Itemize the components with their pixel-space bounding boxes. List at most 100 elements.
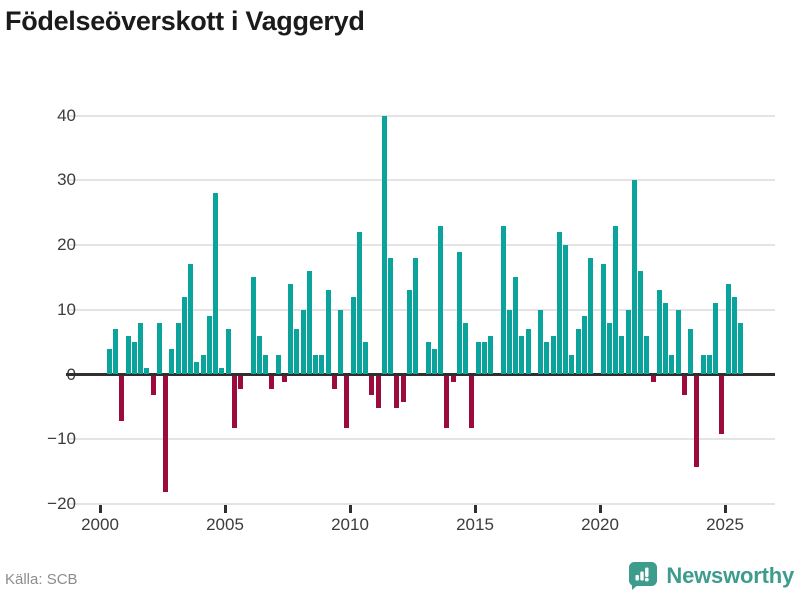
gridline-y-30 xyxy=(68,179,775,182)
bar xyxy=(650,376,656,383)
bar xyxy=(238,376,244,389)
x-axis-tick-label: 2025 xyxy=(706,515,744,534)
bar xyxy=(569,355,575,375)
bar xyxy=(306,270,312,375)
bar xyxy=(513,277,519,375)
newsworthy-speech-bubble-barchart-icon xyxy=(629,562,658,590)
bar xyxy=(463,322,469,375)
bar xyxy=(575,329,581,375)
x-axis-tick-mark xyxy=(348,505,352,513)
bar xyxy=(206,316,212,375)
bar xyxy=(588,258,594,375)
bar xyxy=(681,376,687,396)
bar xyxy=(556,232,562,375)
bar xyxy=(369,376,375,396)
bar xyxy=(313,355,319,375)
bar xyxy=(731,296,737,375)
bar xyxy=(606,322,612,375)
bar xyxy=(131,342,137,375)
bar xyxy=(256,335,262,375)
bar xyxy=(188,264,194,375)
bar xyxy=(425,342,431,375)
bar xyxy=(156,322,162,375)
bar xyxy=(388,258,394,375)
bar xyxy=(338,309,344,375)
bar xyxy=(638,270,644,375)
bar xyxy=(600,264,606,375)
bar xyxy=(669,355,675,375)
bar xyxy=(250,277,256,375)
bar xyxy=(613,225,619,375)
bar xyxy=(288,283,294,375)
bar xyxy=(488,335,494,375)
bar xyxy=(225,329,231,375)
bar xyxy=(688,329,694,375)
bar xyxy=(331,376,337,389)
y-axis-tick-label: 0 xyxy=(0,365,76,385)
bar xyxy=(675,309,681,375)
bar xyxy=(738,322,744,375)
y-axis-tick-label: 10 xyxy=(57,299,76,319)
bar xyxy=(394,376,400,409)
bar xyxy=(694,376,700,467)
bar xyxy=(269,376,275,389)
x-axis-tick-mark xyxy=(473,505,477,513)
bar xyxy=(544,342,550,375)
newsworthy-wordmark: Newsworthy xyxy=(666,563,794,588)
bar xyxy=(294,329,300,375)
x-axis-tick-label: 2000 xyxy=(81,515,119,534)
bar xyxy=(538,309,544,375)
bar xyxy=(725,283,731,375)
gridline-y-−10 xyxy=(68,438,775,441)
bar xyxy=(500,225,506,375)
bar xyxy=(475,342,481,375)
x-axis-tick-label: 2005 xyxy=(206,515,244,534)
bar xyxy=(163,376,169,493)
bar xyxy=(663,303,669,375)
bar xyxy=(525,329,531,375)
bar xyxy=(275,355,281,375)
bar xyxy=(444,376,450,428)
bar xyxy=(625,309,631,375)
zero-axis-line xyxy=(66,373,775,376)
bar xyxy=(563,245,569,375)
bar xyxy=(350,296,356,375)
bar xyxy=(181,296,187,375)
bar xyxy=(325,290,331,375)
bar xyxy=(700,355,706,375)
bar xyxy=(194,361,200,375)
bar xyxy=(619,335,625,375)
y-axis-tick-label: 20 xyxy=(57,235,76,255)
y-axis-tick-label: 40 xyxy=(57,105,76,125)
bar xyxy=(456,251,462,375)
x-axis-tick-mark xyxy=(598,505,602,513)
y-axis-tick-label: −20 xyxy=(47,493,76,513)
bar xyxy=(356,232,362,375)
x-axis-tick-label: 2015 xyxy=(456,515,494,534)
newsworthy-logo[interactable]: Newsworthy xyxy=(627,561,794,591)
bar xyxy=(644,335,650,375)
bar xyxy=(175,322,181,375)
bar xyxy=(519,335,525,375)
bar xyxy=(263,355,269,375)
bar xyxy=(450,376,456,383)
bar xyxy=(231,376,237,428)
gridline-y-10 xyxy=(68,308,775,311)
bar xyxy=(413,258,419,375)
x-axis-tick-mark xyxy=(98,505,102,513)
x-axis-tick-mark xyxy=(723,505,727,513)
y-axis-tick-label: 30 xyxy=(57,170,76,190)
bar xyxy=(106,348,112,375)
gridline-y-40 xyxy=(68,114,775,117)
x-axis-tick-mark xyxy=(223,505,227,513)
bar xyxy=(581,316,587,375)
bar xyxy=(631,180,637,375)
gridline-y-−20 xyxy=(68,502,775,505)
bar xyxy=(200,355,206,375)
bar xyxy=(438,225,444,375)
bar xyxy=(213,193,219,375)
gridline-y-20 xyxy=(68,244,775,247)
bar xyxy=(431,348,437,375)
x-axis-tick-label: 2020 xyxy=(581,515,619,534)
